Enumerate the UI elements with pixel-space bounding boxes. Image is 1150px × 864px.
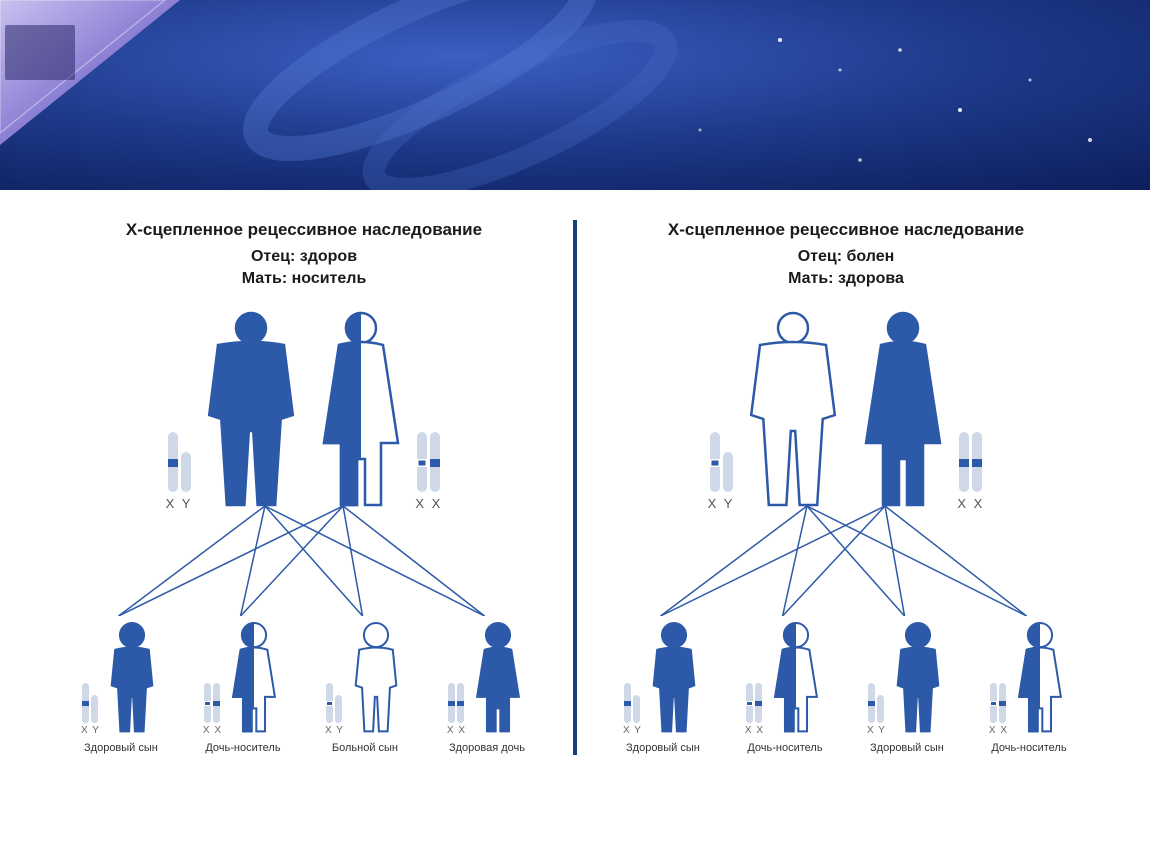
adult-male-icon (196, 311, 306, 511)
left-mother-group: X X (311, 311, 442, 511)
child-group: X X Дочь-носитель (989, 621, 1069, 755)
child-male-icon (645, 621, 703, 736)
adult-female-icon (311, 311, 411, 511)
child-group: X X Дочь-носитель (745, 621, 825, 755)
child-female-icon (469, 621, 527, 736)
left-panel: Х-сцепленное рецессивное наследование От… (40, 220, 568, 755)
child-male-icon (889, 621, 947, 736)
left-mother-line: Мать: носитель (60, 268, 548, 290)
adult-male-icon (738, 311, 848, 511)
child-group: X Y Здоровый сын (867, 621, 947, 755)
child-label: Здоровый сын (84, 742, 158, 755)
child-chrom: X Y (867, 683, 886, 736)
child-label: Здоровая дочь (449, 742, 525, 755)
right-title: Х-сцепленное рецессивное наследование (602, 220, 1090, 240)
child-group: X X Здоровая дочь (447, 621, 527, 755)
child-group: X Y Здоровый сын (623, 621, 703, 755)
right-mother-group: X X (853, 311, 984, 511)
child-label: Дочь-носитель (991, 742, 1066, 755)
child-female-icon (767, 621, 825, 736)
right-father-group: X Y (708, 311, 849, 511)
child-group: X Y Здоровый сын (81, 621, 161, 755)
child-group: X Y Больной сын (325, 621, 405, 755)
right-panel: Х-сцепленное рецессивное наследование От… (582, 220, 1110, 755)
left-mother-chrom: X X (415, 432, 442, 511)
child-chrom: X X (745, 683, 764, 736)
left-father-line: Отец: здоров (60, 246, 548, 268)
child-female-icon (1011, 621, 1069, 736)
left-children: X Y Здоровый сын X X Дочь-носитель X Y Больно… (60, 621, 548, 755)
child-male-icon (347, 621, 405, 736)
right-mother-chrom: X X (957, 432, 984, 511)
child-group: X X Дочь-носитель (203, 621, 283, 755)
right-children: X Y Здоровый сын X X Дочь-носитель X Y Здоров… (602, 621, 1090, 755)
inheritance-lines (602, 506, 1090, 616)
child-chrom: X Y (623, 683, 642, 736)
inheritance-lines (60, 506, 548, 616)
left-parents: X Y X X (60, 311, 548, 511)
child-chrom: X X (203, 683, 222, 736)
child-label: Здоровый сын (870, 742, 944, 755)
child-label: Дочь-носитель (205, 742, 280, 755)
child-female-icon (225, 621, 283, 736)
child-chrom: X Y (81, 683, 100, 736)
right-father-chrom: X Y (708, 432, 735, 511)
right-mother-line: Мать: здорова (602, 268, 1090, 290)
left-father-group: X Y (166, 311, 307, 511)
child-chrom: X X (447, 683, 466, 736)
left-title: Х-сцепленное рецессивное наследование (60, 220, 548, 240)
content: Х-сцепленное рецессивное наследование От… (0, 190, 1150, 785)
child-label: Больной сын (332, 742, 398, 755)
child-label: Дочь-носитель (747, 742, 822, 755)
banner-bg (0, 0, 1150, 190)
child-label: Здоровый сын (626, 742, 700, 755)
header-banner (0, 0, 1150, 190)
panel-divider (573, 220, 577, 755)
right-father-line: Отец: болен (602, 246, 1090, 268)
child-chrom: X Y (325, 683, 344, 736)
right-parents: X Y X X (602, 311, 1090, 511)
adult-female-icon (853, 311, 953, 511)
child-male-icon (103, 621, 161, 736)
child-chrom: X X (989, 683, 1008, 736)
left-father-chrom: X Y (166, 432, 193, 511)
